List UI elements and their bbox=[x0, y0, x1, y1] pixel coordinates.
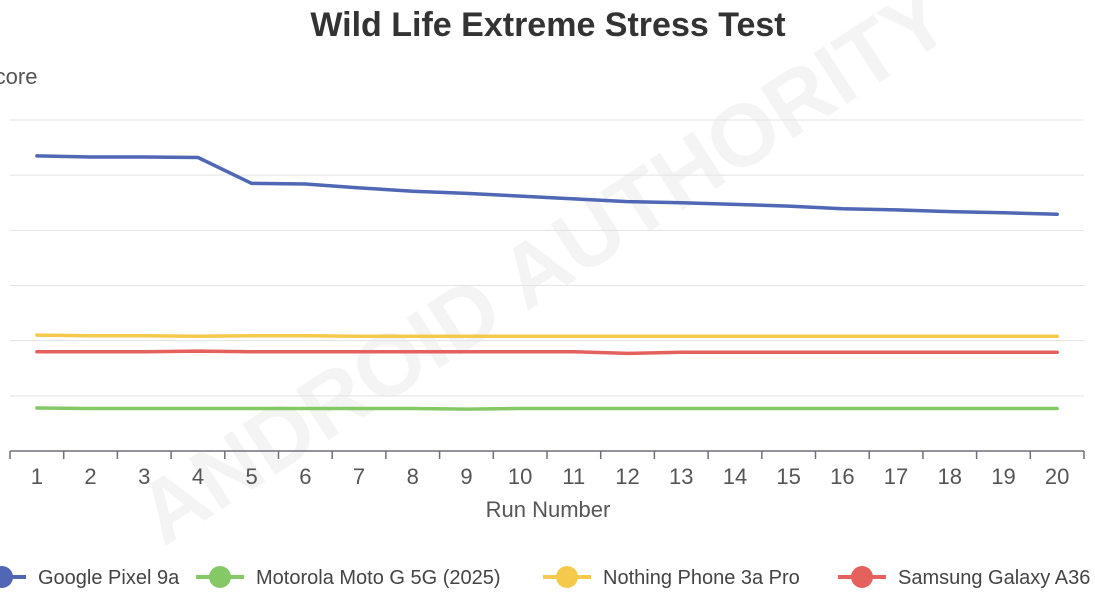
x-tick-label: 7 bbox=[353, 464, 365, 489]
legend-item[interactable]: Motorola Moto G 5G (2025) bbox=[196, 566, 501, 589]
legend-label: Samsung Galaxy A36 bbox=[898, 567, 1090, 589]
x-tick-label: 16 bbox=[830, 464, 854, 489]
x-tick-label: 8 bbox=[407, 464, 419, 489]
legend-item[interactable]: Samsung Galaxy A36 bbox=[838, 566, 1090, 589]
legend-item[interactable]: Google Pixel 9a bbox=[0, 566, 180, 589]
grid-lines bbox=[10, 119, 1084, 397]
legend[interactable]: Google Pixel 9a Motorola Moto G 5G (2025)… bbox=[0, 566, 1090, 589]
x-tick-label: 14 bbox=[723, 464, 747, 489]
x-tick-label: 19 bbox=[991, 464, 1015, 489]
chart-title: Wild Life Extreme Stress Test bbox=[310, 6, 785, 44]
legend-swatch-marker bbox=[851, 566, 873, 588]
legend-swatch-marker bbox=[0, 566, 13, 588]
x-tick-label: 13 bbox=[669, 464, 693, 489]
series-line bbox=[35, 154, 1059, 217]
legend-swatch-marker bbox=[209, 566, 231, 588]
x-tick-label: 12 bbox=[615, 464, 639, 489]
x-tick-label: 5 bbox=[246, 464, 258, 489]
series-lines bbox=[35, 154, 1059, 411]
x-tick-label: 9 bbox=[460, 464, 472, 489]
x-tick-label: 6 bbox=[299, 464, 311, 489]
x-tick-label: 10 bbox=[508, 464, 532, 489]
x-tick-label: 3 bbox=[138, 464, 150, 489]
series-line bbox=[35, 406, 1059, 411]
x-tick-label: 15 bbox=[776, 464, 800, 489]
series-line bbox=[35, 349, 1059, 356]
legend-label: Motorola Moto G 5G (2025) bbox=[256, 567, 501, 589]
series-line bbox=[35, 333, 1059, 339]
x-tick-label: 1 bbox=[31, 464, 43, 489]
x-tick-label: 4 bbox=[192, 464, 204, 489]
x-axis: 1 2 3 4 5 6 7 8 9 10 11 12 13 14 15 16 17 18 19 20 bbox=[9, 450, 1085, 489]
legend-label: Google Pixel 9a bbox=[38, 567, 180, 589]
x-axis-label: Run Number bbox=[486, 497, 611, 522]
x-tick-label: 18 bbox=[938, 464, 962, 489]
legend-swatch-marker bbox=[556, 566, 578, 588]
x-tick-label: 2 bbox=[84, 464, 96, 489]
y-axis-label: Score bbox=[0, 64, 37, 89]
legend-label: Nothing Phone 3a Pro bbox=[603, 567, 800, 589]
legend-item[interactable]: Nothing Phone 3a Pro bbox=[543, 566, 800, 589]
x-tick-label: 17 bbox=[884, 464, 908, 489]
x-tick-label: 11 bbox=[562, 464, 585, 489]
x-tick-label: 20 bbox=[1045, 464, 1069, 489]
